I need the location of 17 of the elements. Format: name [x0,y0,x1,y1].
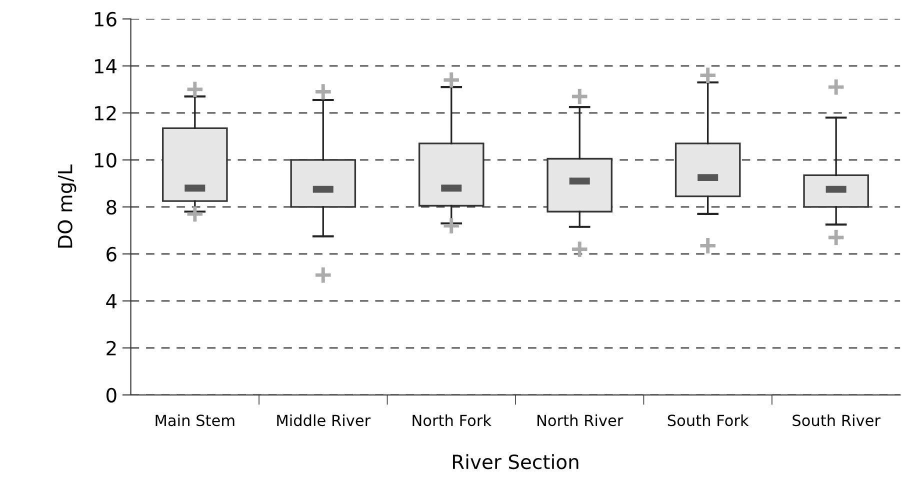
y-tick-label: 8 [106,200,116,215]
y-tick-label: 2 [106,340,116,356]
x-tick-label: Main Stem [156,414,234,426]
x-tick-label: South River [792,414,880,426]
x-axis-title: River Section [453,454,578,470]
y-tick-label: 10 [94,152,116,168]
y-tick-label: 12 [94,106,116,120]
y-tick-label: 14 [94,59,117,74]
y-tick-label: 0 [106,388,116,403]
x-tick-label: North River [538,414,624,426]
y-tick-label: 4 [106,294,117,308]
y-tick-label: 16 [94,12,116,27]
y-tick-label: 6 [106,246,116,262]
x-tick-label: North Fork [412,414,492,426]
x-tick-label: Middle River [277,414,371,426]
y-axis-title: DO mg/L [58,164,76,248]
x-tick-label: South Fork [668,414,749,426]
